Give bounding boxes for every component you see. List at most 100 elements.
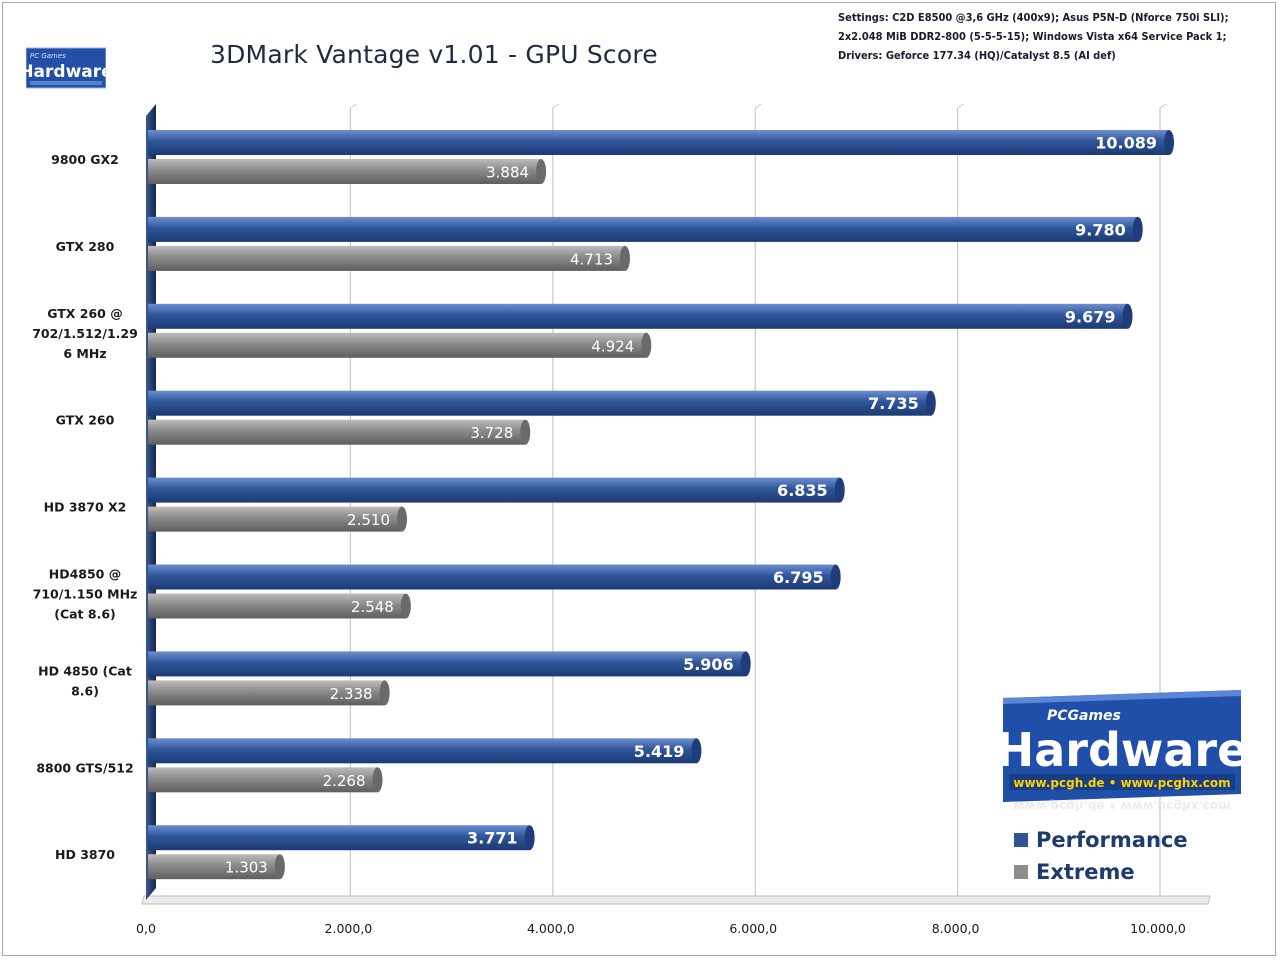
legend-label-performance: Performance <box>1036 828 1188 852</box>
bar-cap <box>619 245 630 271</box>
labels: 0,0 2.000,0 4.000,0 6.000,0 8.000,0 10.000,0 1… <box>32 134 1186 937</box>
legend: Performance Extreme <box>1014 824 1188 888</box>
bar-extreme <box>148 159 547 184</box>
legend-item-performance: Performance <box>1014 824 1188 856</box>
big-logo-url: www.pcgh.de • www.pcghx.com <box>1013 776 1230 790</box>
value-label-extreme: 4.713 <box>570 250 613 268</box>
legend-swatch-extreme <box>1014 865 1028 879</box>
bar-extreme <box>148 419 531 445</box>
chart-title: 3DMark Vantage v1.01 - GPU Score <box>210 40 658 69</box>
category-label: 8800 GTS/512 <box>36 760 133 775</box>
bar-performance <box>148 130 1175 155</box>
bar-body <box>148 506 403 532</box>
bar-extreme <box>148 680 390 706</box>
value-label-performance: 9.679 <box>1065 307 1116 326</box>
bar-performance <box>148 564 841 590</box>
value-label-performance: 5.906 <box>683 655 734 674</box>
bar-body <box>148 159 542 184</box>
bar-body <box>148 593 406 619</box>
gridline-top <box>350 103 357 109</box>
value-label-performance: 3.771 <box>467 829 518 848</box>
value-label-extreme: 4.924 <box>591 337 634 355</box>
legend-item-extreme: Extreme <box>1014 856 1188 888</box>
bar-cap <box>379 680 390 706</box>
value-label-extreme: 2.268 <box>323 772 366 790</box>
bar-cap <box>400 593 411 619</box>
settings-line-1: Settings: C2D E8500 @3,6 GHz (400x9); As… <box>838 11 1229 24</box>
x-tick-label: 0,0 <box>136 921 156 936</box>
bar-cap <box>536 159 547 184</box>
category-label: GTX 260 <box>56 413 115 428</box>
bar-body <box>148 216 1138 242</box>
bar-body <box>148 767 378 793</box>
value-label-extreme: 2.510 <box>347 511 390 529</box>
settings-line-3: Drivers: Geforce 177.34 (HQ)/Catalyst 8.… <box>838 49 1116 62</box>
category-label: GTX 260 @702/1.512/1.29 6 MHz <box>32 306 138 361</box>
value-label-extreme: 3.884 <box>486 164 529 182</box>
bar-body <box>148 303 1128 329</box>
category-label: HD 3870 X2 <box>44 500 127 515</box>
pcgh-big-logo: PCGames Hardware www.pcgh.de • www.pcghx… <box>1003 690 1241 813</box>
bar-cap <box>372 767 383 793</box>
bar-body <box>148 390 931 416</box>
bar-performance <box>148 390 936 416</box>
bar-cap <box>274 854 285 880</box>
bar-body <box>148 130 1170 155</box>
gridline-top <box>754 103 762 109</box>
bar-cap <box>524 825 535 851</box>
bar-performance <box>148 825 535 851</box>
legend-swatch-performance <box>1014 833 1028 847</box>
bar-body <box>148 680 385 706</box>
bar-cap <box>830 564 841 590</box>
category-label: HD 4850 (Cat 8.6) <box>38 663 132 698</box>
x-tick-label: 4.000,0 <box>527 921 575 936</box>
value-label-performance: 6.795 <box>773 568 824 587</box>
bar-cap <box>691 738 702 764</box>
value-label-performance: 7.735 <box>868 394 919 413</box>
bar-performance <box>148 216 1143 242</box>
bar-performance <box>148 738 702 764</box>
value-label-extreme: 2.548 <box>351 598 394 616</box>
category-label: HD 3870 <box>55 847 115 862</box>
chart-floor <box>141 895 1211 905</box>
bar-extreme <box>148 332 652 358</box>
bar-body <box>148 332 647 358</box>
bar-body <box>148 477 840 503</box>
bar-cap <box>1164 130 1175 155</box>
category-label: 9800 GX2 <box>51 152 119 167</box>
value-label-performance: 10.089 <box>1095 134 1157 153</box>
bar-cap <box>1132 216 1143 242</box>
pcgh-small-logo: PC Games Hardware <box>26 47 106 89</box>
bar-cap <box>740 651 751 677</box>
small-logo-subtext: PC Games <box>30 52 66 60</box>
bar-extreme <box>148 506 408 532</box>
bar-body <box>148 564 836 590</box>
gridline-top <box>552 103 560 109</box>
category-label: HD4850 @710/1.150 MHz (Cat 8.6) <box>33 567 138 622</box>
bar-body <box>148 245 625 271</box>
bar-cap <box>641 332 652 358</box>
bar-cap <box>925 390 936 416</box>
value-label-extreme: 3.728 <box>470 424 513 442</box>
category-label: GTX 280 <box>56 239 115 254</box>
value-label-performance: 5.419 <box>634 742 685 761</box>
gridline-top <box>957 103 964 109</box>
settings-info: Settings: C2D E8500 @3,6 GHz (400x9); As… <box>838 8 1229 65</box>
bar-performance <box>148 303 1133 329</box>
value-label-performance: 6.835 <box>777 481 828 500</box>
big-logo-reflection: www.pcgh.de • www.pcghx.com <box>1013 799 1230 813</box>
bar-body <box>148 651 746 677</box>
bar-body <box>148 419 526 445</box>
bar-cap <box>1122 303 1133 329</box>
x-tick-label: 10.000,0 <box>1130 921 1186 936</box>
bar-cap <box>834 477 845 503</box>
value-label-performance: 9.780 <box>1075 220 1126 239</box>
settings-line-2: 2x2.048 MiB DDR2-800 (5-5-5-15); Windows… <box>838 30 1227 43</box>
bar-body <box>148 738 697 764</box>
big-logo-subtext: PCGames <box>1047 708 1121 724</box>
x-tick-label: 8.000,0 <box>932 921 980 936</box>
bars <box>148 130 1175 880</box>
bar-body <box>148 825 530 851</box>
bar-extreme <box>148 593 411 619</box>
